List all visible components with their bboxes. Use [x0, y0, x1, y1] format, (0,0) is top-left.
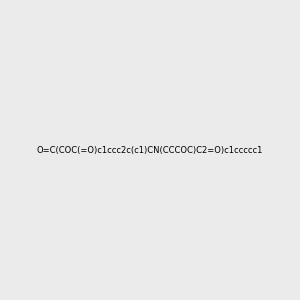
Text: O=C(COC(=O)c1ccc2c(c1)CN(CCCOC)C2=O)c1ccccc1: O=C(COC(=O)c1ccc2c(c1)CN(CCCOC)C2=O)c1cc…	[37, 146, 263, 154]
